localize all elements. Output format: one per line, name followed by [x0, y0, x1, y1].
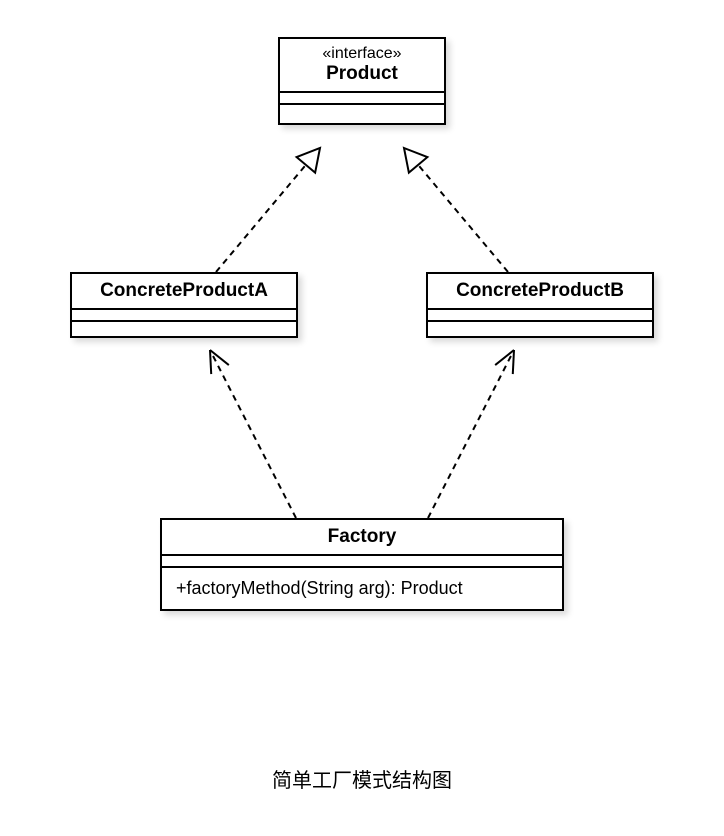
uml-class-product: «interface» Product [278, 37, 446, 125]
uml-header: «interface» Product [280, 39, 444, 93]
diagram-caption: 简单工厂模式结构图 [0, 764, 724, 793]
attributes-compartment [280, 93, 444, 105]
methods-compartment [280, 105, 444, 123]
class-name: ConcreteProductB [440, 280, 640, 302]
uml-header: Factory [162, 520, 562, 556]
uml-header: ConcreteProductB [428, 274, 652, 310]
uml-class-concrete-a: ConcreteProductA [70, 272, 298, 338]
methods-compartment: +factoryMethod(String arg): Product [162, 568, 562, 609]
attributes-compartment [72, 310, 296, 322]
uml-class-factory: Factory +factoryMethod(String arg): Prod… [160, 518, 564, 611]
attributes-compartment [162, 556, 562, 568]
stereotype-label: «interface» [292, 45, 432, 63]
class-name: Factory [174, 526, 550, 548]
attributes-compartment [428, 310, 652, 322]
uml-header: ConcreteProductA [72, 274, 296, 310]
methods-compartment [72, 322, 296, 336]
methods-compartment [428, 322, 652, 336]
connectors-layer [0, 0, 724, 836]
method-label: +factoryMethod(String arg): Product [162, 568, 562, 609]
class-name: Product [292, 63, 432, 85]
uml-class-concrete-b: ConcreteProductB [426, 272, 654, 338]
class-name: ConcreteProductA [84, 280, 284, 302]
